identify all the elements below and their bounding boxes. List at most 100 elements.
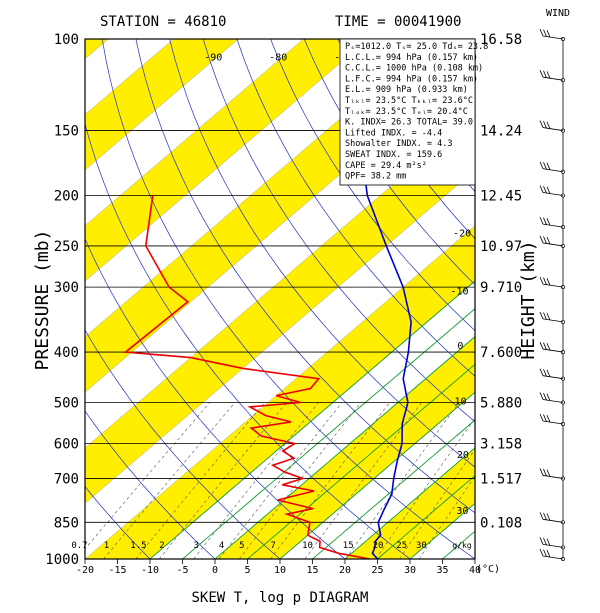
mixing-ratio-label: 10 <box>302 541 313 551</box>
wind-barb-flag <box>546 186 551 194</box>
isotherm-label: -80 <box>269 53 287 64</box>
index-line: Tₗₖₗ= 23.5°C Tₖₖₗ= 23.6°C <box>345 96 473 106</box>
wind-barb-flag <box>546 415 551 423</box>
wind-barb-flag <box>543 312 547 320</box>
isotherm-line <box>85 39 434 338</box>
isotherm-label: -10 <box>450 287 468 298</box>
wind-barb-flag <box>539 548 544 557</box>
temperature-unit: (°C) <box>476 564 500 575</box>
mixing-ratio-label: 5 <box>239 541 244 551</box>
mixing-ratio-line <box>103 402 236 559</box>
isotherm-line <box>85 169 475 504</box>
pressure-tick-label: 700 <box>54 471 79 487</box>
wind-barb-flag <box>543 414 547 422</box>
wind-barb-flag <box>546 393 551 401</box>
moist-adiabat <box>377 475 475 559</box>
pressure-tick-label: 100 <box>54 32 79 48</box>
mixing-ratio-line <box>399 448 475 559</box>
wind-barb-flag <box>539 70 544 78</box>
wind-barb-flag <box>539 276 544 285</box>
pressure-axis-label: PRESSURE (mb) <box>32 230 53 371</box>
height-tick-label: 0.108 <box>480 515 522 531</box>
x-tick-label: 0 <box>212 565 218 576</box>
wind-barb-flag <box>539 413 544 422</box>
mixing-ratio-label: 30 <box>416 541 427 551</box>
wind-barb-flag <box>543 392 547 401</box>
mixing-ratio-label: 0.7 <box>71 541 87 551</box>
index-line: E.L.= 909 hPa (0.933 km) <box>345 85 468 95</box>
mixing-ratio-label: 7 <box>270 541 275 551</box>
mixing-ratio-label: 1 <box>104 541 109 551</box>
index-line: L.F.C.= 994 hPa (0.157 km) <box>345 74 478 84</box>
x-tick-label: 30 <box>404 565 416 576</box>
x-tick-label: -15 <box>108 565 126 576</box>
index-line: Lifted INDX. = -4.4 <box>345 128 442 138</box>
mixing-ratio-line <box>85 402 211 550</box>
wind-barb-flag <box>543 549 547 557</box>
mixing-ratio-line <box>418 475 475 559</box>
pressure-tick-label: 150 <box>54 124 79 140</box>
mixing-ratio-line <box>158 402 287 559</box>
wind-barb-flag <box>543 217 547 225</box>
height-tick-label: 3.158 <box>480 437 522 453</box>
wind-profile <box>539 28 565 561</box>
x-tick-label: 35 <box>436 565 448 576</box>
wind-barb-flag <box>546 236 551 245</box>
isotherm-label: 30 <box>456 506 468 517</box>
wind-barb-flag <box>546 312 551 321</box>
mixing-ratio-labels: 0.7 1 1.5 2 3 4 5 7 10 15 20 25 30 <box>71 541 426 551</box>
x-tick-label: -5 <box>176 565 188 576</box>
isotherm-label: 20 <box>457 450 469 461</box>
sounding-series <box>123 39 412 559</box>
indices-box <box>339 38 476 186</box>
dewpoint-line <box>123 195 370 559</box>
isotherm-band <box>85 114 475 504</box>
isotherm-label: 0 <box>457 341 463 352</box>
x-tick-label: 20 <box>339 565 351 576</box>
pressure-tick-label: 400 <box>54 345 79 361</box>
height-axis-label: HEIGHT (km) <box>518 240 539 359</box>
isotherm-line <box>85 225 475 559</box>
wind-barb-flag <box>539 161 544 169</box>
mixing-ratio-line <box>193 402 319 559</box>
wind-barb-flag <box>546 369 551 378</box>
isotherm-label: 10 <box>454 397 466 408</box>
pressure-tick-label: 300 <box>54 280 79 296</box>
mixing-ratio-label: 3 <box>194 541 199 551</box>
x-tick-label: 25 <box>371 565 383 576</box>
wind-barb-flag <box>543 236 547 244</box>
mixing-ratio-line <box>375 417 475 559</box>
mixing-ratio-unit: g/kg <box>452 541 471 550</box>
moist-adiabat <box>344 447 475 559</box>
wind-barb-flag <box>539 392 544 400</box>
pressure-tick-label: 850 <box>54 515 79 531</box>
wind-barb-flag <box>543 185 547 194</box>
wind-barb-flag <box>543 121 547 129</box>
time-label: TIME = 00041900 <box>335 14 461 30</box>
wind-barb-flag <box>539 28 544 37</box>
wind-barb-flag <box>539 512 544 520</box>
index-line: C.C.L.= 1000 hPa (0.108 km) <box>345 64 483 74</box>
height-tick-label: 1.517 <box>480 471 522 487</box>
index-line: Showalter INDX. = 4.3 <box>345 139 452 149</box>
isotherm-line <box>85 39 239 171</box>
wind-barb-flag <box>539 216 544 225</box>
x-tick-label: 40 <box>469 565 481 576</box>
wind-barb-flag <box>546 121 551 129</box>
wind-barb-flag <box>543 277 547 285</box>
wind-barb-flag <box>543 537 547 546</box>
height-tick-label: 14.24 <box>480 124 522 140</box>
wind-barb-flag <box>539 368 544 376</box>
index-line: SWEAT INDX. = 159.6 <box>345 150 442 160</box>
x-tick-label: 5 <box>244 565 250 576</box>
wind-barb-flag <box>543 369 547 377</box>
mixing-ratio-label: 15 <box>343 541 354 551</box>
wind-barb-flag <box>546 550 551 558</box>
indices-list: Pₛ=1012.0 Tₛ= 25.0 Tdₛ= 23.8L.C.L.= 994 … <box>345 42 488 182</box>
wind-barb-flag <box>543 29 547 37</box>
wind-barb-flag <box>539 341 544 350</box>
wind-barb-flag <box>543 70 547 78</box>
pressure-tick-label: 200 <box>54 189 79 205</box>
